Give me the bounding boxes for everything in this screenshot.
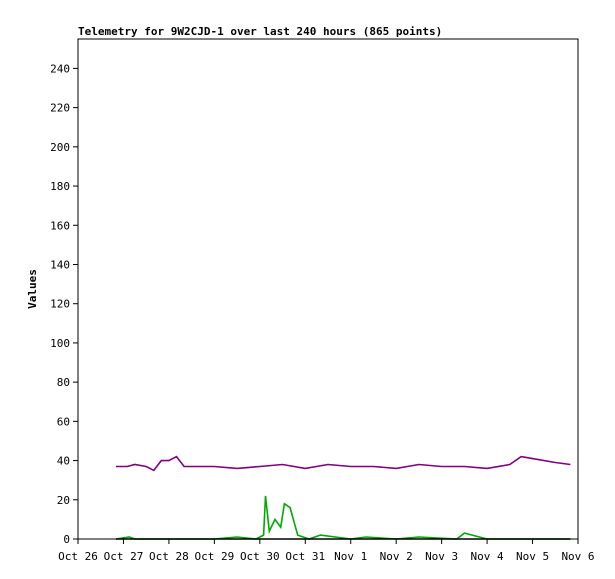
series-line-1 <box>115 455 571 472</box>
x-tick-label: Oct 30 <box>240 550 280 563</box>
x-axis-ticks: Oct 26 Oct 27 Oct 28 Oct 29 Oct 30 Oct 31 Nov … <box>58 539 595 563</box>
x-tick-label: Nov 6 <box>561 550 594 563</box>
x-tick-label: Nov 4 <box>471 550 504 563</box>
x-tick-label: Oct 31 <box>285 550 325 563</box>
y-tick-label: 80 <box>57 376 70 389</box>
x-tick-label: Nov 5 <box>516 550 549 563</box>
x-tick-label: Oct 26 <box>58 550 98 563</box>
x-tick-label: Oct 29 <box>194 550 234 563</box>
y-tick-label: 180 <box>50 180 70 193</box>
y-tick-label: 160 <box>50 219 70 232</box>
plot-area-frame <box>77 38 579 540</box>
y-tick-label: 140 <box>50 258 70 271</box>
y-tick-label: 240 <box>50 62 70 75</box>
x-tick-label: Oct 28 <box>149 550 189 563</box>
y-tick-label: 100 <box>50 337 70 350</box>
y-tick-label: 120 <box>50 298 70 311</box>
y-tick-label: 40 <box>57 455 70 468</box>
y-tick-label: 20 <box>57 494 70 507</box>
y-tick-label: 0 <box>63 533 70 546</box>
x-tick-label: Nov 1 <box>334 550 367 563</box>
y-tick-label: 220 <box>50 102 70 115</box>
y-tick-label: 200 <box>50 141 70 154</box>
chart-title: Telemetry for 9W2CJD-1 over last 240 hou… <box>78 25 442 38</box>
y-axis-ticks: 0 20 40 60 80 100 120 140 160 180 200 220 240 <box>50 62 78 546</box>
x-tick-label: Nov 3 <box>425 550 458 563</box>
x-tick-label: Oct 27 <box>104 550 144 563</box>
y-tick-label: 60 <box>57 415 70 428</box>
x-tick-label: Nov 2 <box>380 550 413 563</box>
y-axis-label: Values <box>26 269 39 309</box>
series-layer <box>115 455 571 540</box>
